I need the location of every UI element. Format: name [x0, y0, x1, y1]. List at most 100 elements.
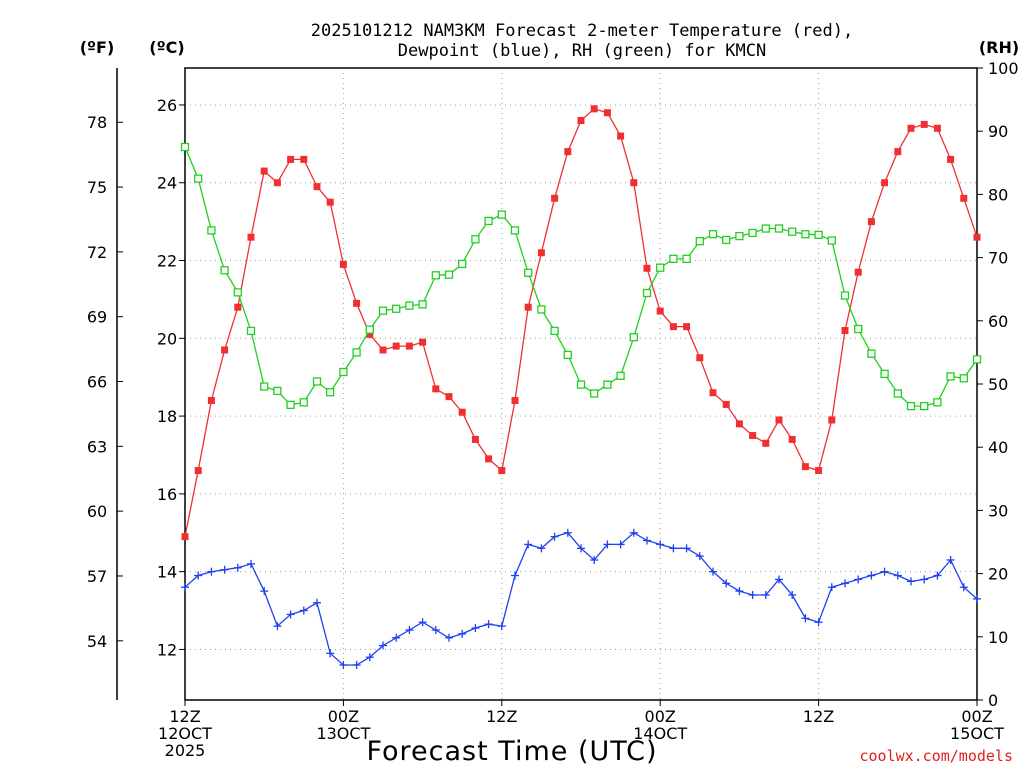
data-point	[616, 540, 625, 549]
data-point	[326, 388, 335, 397]
data-point	[419, 338, 427, 346]
data-point	[893, 571, 902, 580]
data-point	[365, 653, 374, 662]
data-point	[537, 305, 546, 314]
rh-tick-label: 70	[988, 249, 1008, 268]
data-point	[933, 398, 942, 407]
data-point	[551, 194, 559, 202]
data-point	[445, 393, 453, 401]
data-point	[221, 346, 229, 354]
data-point	[471, 624, 480, 633]
data-point	[629, 333, 638, 342]
data-point	[392, 342, 400, 350]
data-point	[827, 236, 836, 245]
data-point	[854, 575, 863, 584]
data-point	[775, 416, 783, 424]
rh-tick-label: 30	[988, 501, 1008, 520]
data-point	[366, 330, 374, 338]
data-point	[788, 227, 797, 236]
rh-tick-label: 50	[988, 375, 1008, 394]
data-point	[841, 579, 849, 588]
data-point	[405, 342, 413, 350]
data-point	[775, 575, 783, 584]
data-point	[696, 354, 704, 362]
data-point	[959, 374, 968, 383]
fahrenheit-tick-label: 63	[87, 437, 107, 456]
rh-tick-label: 80	[988, 185, 1008, 204]
data-point	[444, 270, 454, 279]
data-point	[220, 565, 229, 574]
data-point	[801, 463, 809, 471]
data-point	[524, 268, 533, 277]
fahrenheit-tick-label: 66	[87, 373, 107, 392]
data-point	[286, 610, 295, 619]
data-point	[300, 155, 308, 163]
data-point	[894, 148, 902, 156]
data-point	[339, 367, 348, 377]
data-point	[920, 120, 928, 128]
data-point	[959, 583, 968, 592]
data-point	[432, 385, 440, 393]
data-point	[907, 577, 915, 586]
data-point	[181, 533, 189, 541]
data-point	[498, 467, 506, 475]
data-point	[524, 303, 532, 311]
data-point	[484, 620, 493, 629]
data-point	[577, 117, 585, 125]
data-point	[749, 432, 757, 440]
data-point	[669, 544, 678, 553]
fahrenheit-unit-label: (ºF)	[80, 38, 115, 57]
data-point	[326, 198, 334, 206]
chart-title-line-2: Dewpoint (blue), RH (green) for KMCN	[398, 41, 766, 61]
data-point	[735, 231, 744, 241]
data-point	[471, 235, 480, 244]
data-point	[194, 467, 202, 475]
data-point	[260, 167, 268, 175]
data-point	[445, 633, 453, 642]
data-point	[708, 230, 718, 239]
data-point	[735, 587, 744, 596]
x-tick-label: 12Z	[169, 707, 200, 726]
celsius-tick-label: 20	[157, 329, 177, 348]
celsius-tick-label: 26	[157, 96, 177, 115]
data-point	[840, 291, 850, 300]
data-point	[709, 389, 717, 397]
credit-text: coolwx.com/models	[859, 747, 1013, 765]
data-point	[762, 439, 770, 447]
chart-title-line-1: 2025101212 NAM3KM Forecast 2-meter Tempe…	[311, 21, 853, 41]
data-point	[458, 259, 467, 269]
data-point	[313, 598, 321, 607]
data-point	[273, 386, 282, 396]
data-point	[867, 349, 876, 358]
data-point	[920, 575, 929, 584]
data-point	[616, 371, 625, 380]
data-point	[748, 228, 757, 238]
data-point	[656, 263, 665, 272]
data-point	[735, 420, 743, 428]
data-point	[260, 382, 269, 391]
data-point	[181, 583, 189, 592]
celsius-tick-label: 14	[157, 563, 177, 582]
x-tick-label: 13OCT	[316, 724, 370, 743]
fahrenheit-tick-label: 75	[87, 178, 107, 197]
data-point	[524, 540, 533, 549]
data-point	[286, 400, 295, 410]
data-point	[352, 660, 361, 669]
x-tick-label: 12Z	[803, 707, 834, 726]
data-point	[458, 408, 466, 416]
data-point	[550, 532, 559, 541]
data-point	[563, 350, 572, 360]
data-point	[973, 233, 981, 241]
data-point	[577, 544, 585, 553]
x-tick-label: 2025	[165, 741, 206, 760]
fahrenheit-tick-label: 69	[87, 308, 107, 327]
data-point	[550, 326, 559, 336]
data-point	[471, 435, 479, 443]
rh-tick-label: 20	[988, 565, 1008, 584]
gridlines	[185, 68, 977, 700]
data-point	[761, 224, 770, 233]
data-point	[828, 416, 836, 424]
data-point	[247, 233, 255, 241]
data-point	[722, 579, 731, 588]
